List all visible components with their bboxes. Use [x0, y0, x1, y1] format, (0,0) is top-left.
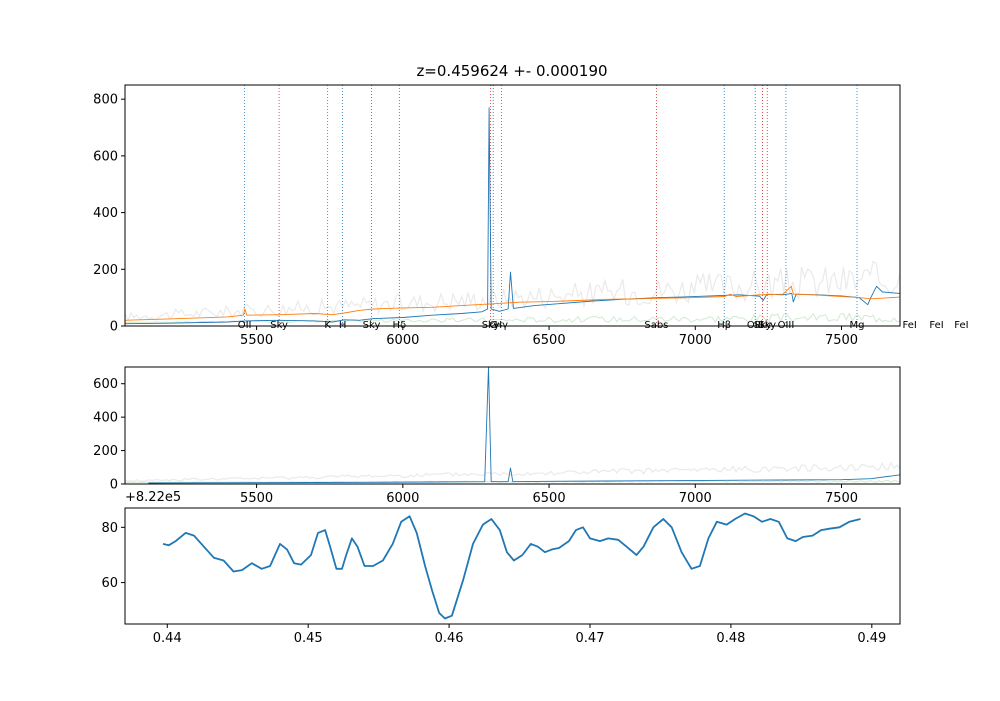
sky-band	[125, 479, 901, 483]
plot-frame	[124, 84, 901, 327]
series-lines	[162, 512, 861, 620]
series-lines	[148, 366, 901, 484]
line-marker-label: FeI	[954, 320, 968, 331]
x-tick-label: 6500	[533, 491, 566, 506]
axes: 5500 6000 6500 7000 7500 0 200 400 600 800	[93, 93, 858, 348]
y-tick-label: 0	[110, 320, 118, 335]
noise-band	[124, 260, 901, 323]
x-tick-label: 0.45	[294, 631, 323, 646]
series-line	[148, 366, 901, 484]
x-tick-label: 6500	[533, 333, 566, 348]
plot-frame	[124, 366, 901, 485]
y-tick-label: 200	[93, 263, 118, 278]
x-tick-label: 5500	[240, 491, 273, 506]
x-tick-label: 0.48	[716, 631, 745, 646]
y-tick-label: 800	[93, 93, 118, 108]
spectrum-zoom-panel: 5500 6000 6500 7000 7500 0 200 400 600	[93, 366, 901, 506]
x-tick-label: 6000	[386, 333, 419, 348]
x-tick-label: 0.49	[857, 631, 886, 646]
y-tick-label: 400	[93, 206, 118, 221]
redshift-fit-panel: 0.44 0.45 0.46 0.47 0.48 0.49 60 80 +8.22e5	[101, 490, 901, 646]
x-tick-label: 0.44	[153, 631, 182, 646]
noise-band	[124, 461, 901, 483]
y-tick-label: 200	[93, 444, 118, 459]
x-tick-label: 5500	[240, 333, 273, 348]
line-markers	[244, 85, 858, 326]
spectrum-panel: z=0.459624 +- 0.000190 OII Sky K H Sky Hδ SkyG…	[93, 62, 968, 348]
plot-frame	[124, 507, 901, 625]
line-marker-label: FeI	[902, 320, 916, 331]
y-tick-label: 600	[93, 377, 118, 392]
axes: 5500 6000 6500 7000 7500 0 200 400 600	[93, 377, 858, 506]
x-tick-label: 6000	[386, 491, 419, 506]
x-tick-label: 7000	[679, 333, 712, 348]
series-line	[162, 512, 861, 620]
chart-title: z=0.459624 +- 0.000190	[416, 62, 607, 80]
series-line	[124, 285, 901, 321]
x-tick-label: 7000	[679, 491, 712, 506]
telluric-background	[124, 461, 901, 483]
y-tick-label: 80	[101, 521, 118, 536]
series-lines	[124, 107, 901, 325]
x-tick-label: 7500	[825, 333, 858, 348]
line-marker-label: FeI	[929, 320, 943, 331]
y-tick-label: 600	[93, 149, 118, 164]
y-tick-label: 60	[101, 576, 118, 591]
x-tick-label: 0.46	[435, 631, 464, 646]
y-tick-label: 0	[110, 478, 118, 493]
axes: 0.44 0.45 0.46 0.47 0.48 0.49 60 80	[101, 521, 886, 646]
y-tick-label: 400	[93, 411, 118, 426]
x-tick-label: 7500	[825, 491, 858, 506]
x-tick-label: 0.47	[576, 631, 605, 646]
axis-offset-label: +8.22e5	[125, 490, 181, 505]
